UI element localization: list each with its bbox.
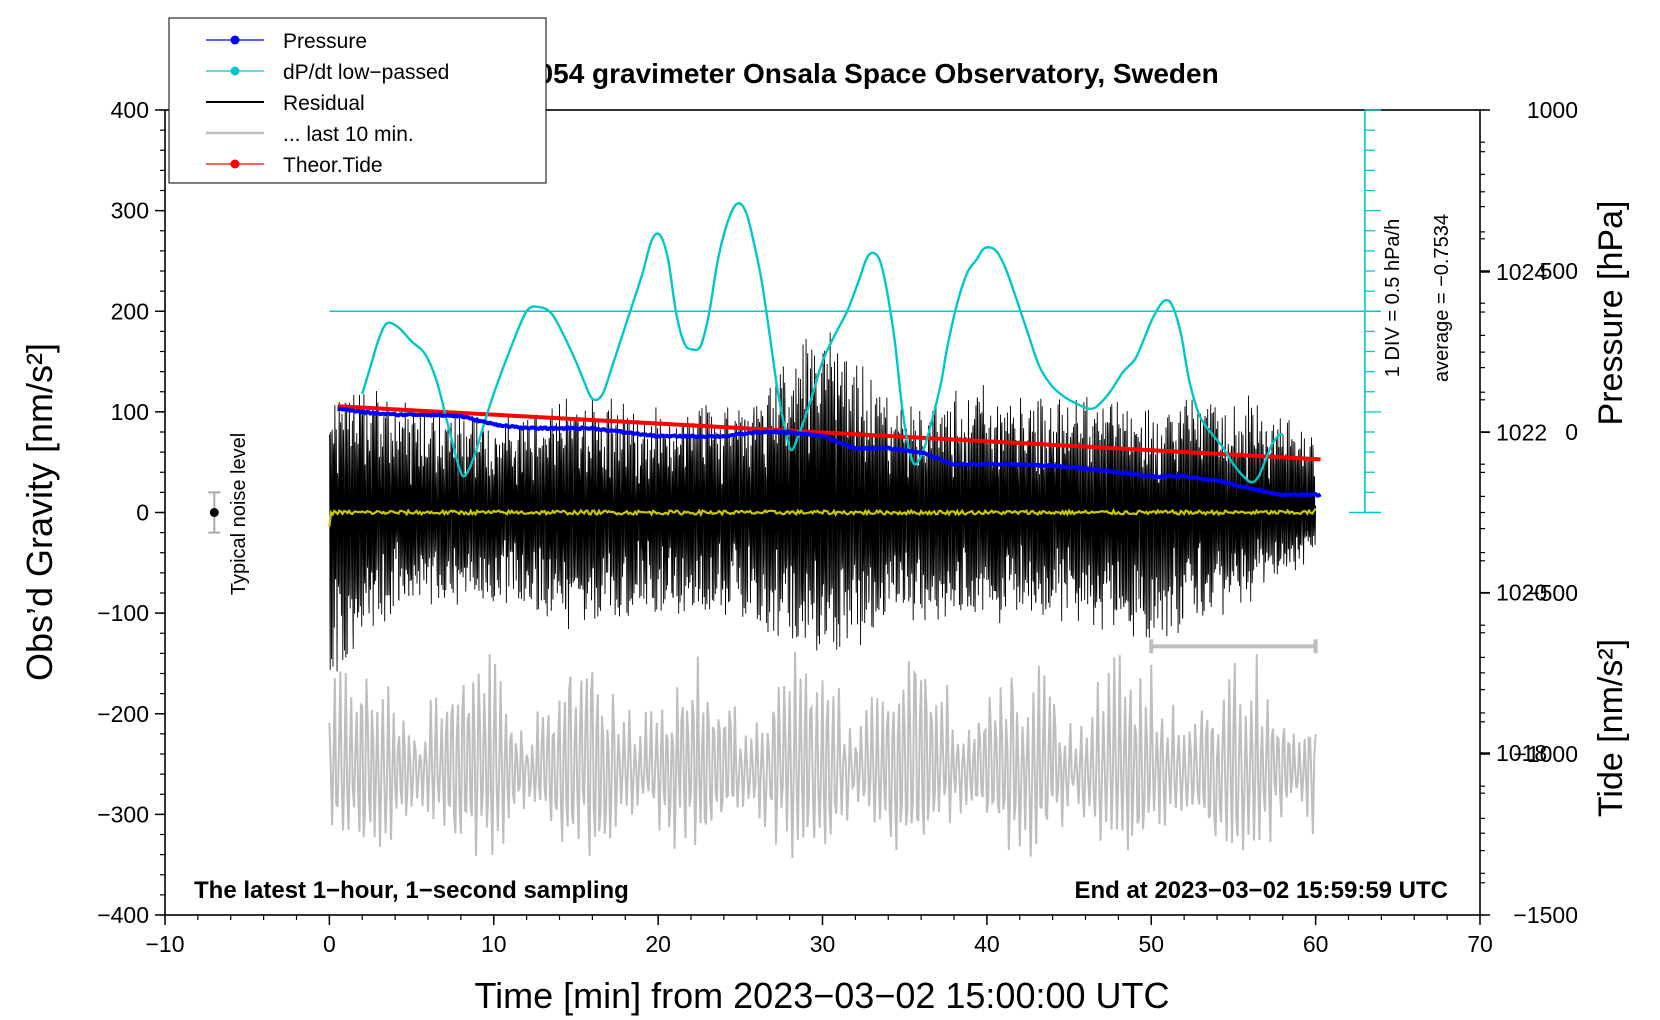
tide-tick-label: −1000 — [1513, 741, 1578, 767]
pressure-line — [337, 406, 1322, 499]
y-tick-label: 0 — [136, 500, 149, 526]
y-tick-label: −400 — [97, 902, 149, 928]
pressure-tick-label: 1024 — [1496, 259, 1547, 285]
dpdt-scale-axis — [329, 109, 1381, 514]
y-tick-label: 300 — [111, 198, 149, 224]
last-10-min-series — [328, 651, 1317, 858]
x-tick-label: 0 — [323, 931, 336, 957]
pressure-tick-label: 1018 — [1496, 740, 1547, 766]
noise-label: Typical noise level — [228, 433, 250, 595]
legend-dot — [230, 159, 240, 169]
legend-box — [168, 17, 547, 184]
tide-line — [337, 404, 1321, 462]
legend-label-last10: ... last 10 min. — [283, 123, 414, 146]
legend-marks — [206, 35, 264, 169]
x-tick-label: 40 — [974, 931, 1000, 957]
y-tick-label: 200 — [111, 298, 149, 324]
tide-tick-label: 1000 — [1527, 97, 1578, 123]
pressure-tick-label: 1022 — [1496, 419, 1547, 445]
legend: Pressure dP/dt low−passed Residual ... l… — [168, 17, 547, 184]
y-tick-label: −300 — [97, 801, 149, 827]
tide-axis-label: Tide [nm/s²] — [1592, 639, 1630, 817]
x-tick-label: 50 — [1138, 931, 1164, 957]
axes: −10 0 10 20 30 40 50 60 70−400−300−200−100010020… — [97, 97, 1578, 957]
tide-tick-label: −1500 — [1513, 902, 1578, 928]
smoothed-line — [328, 507, 1317, 527]
legend-label-tide: Theor.Tide — [283, 154, 383, 177]
legend-label-dpdt: dP/dt low−passed — [283, 61, 449, 84]
y-tick-label: 400 — [111, 97, 149, 123]
pressure-series — [337, 406, 1322, 499]
residual-series — [328, 332, 1317, 672]
tide-tick-label: 500 — [1540, 258, 1578, 284]
residual-line — [328, 332, 1317, 672]
noise-indicator — [208, 491, 221, 534]
dpdt-average-label: average = −0.7534 — [1431, 214, 1453, 382]
legend-label-residual: Residual — [283, 92, 365, 115]
last-10-min-line — [328, 651, 1317, 858]
x-tick-label: −10 — [145, 931, 184, 957]
footer-right-note: End at 2023−03−02 15:59:59 UTC — [1074, 877, 1448, 904]
y-tick-label: −100 — [97, 600, 149, 626]
tide-tick-label: 0 — [1565, 419, 1578, 445]
last-10-min-marker — [1149, 639, 1318, 654]
pressure-tick-label: 1020 — [1496, 580, 1547, 606]
theoretical-tide-series — [337, 404, 1321, 462]
dpdt-div-label: 1 DIV = 0.5 hPa/h — [1382, 219, 1404, 377]
legend-dot — [230, 35, 240, 45]
tide-tick-label: −500 — [1526, 580, 1578, 606]
legend-dot — [230, 66, 240, 76]
legend-label-pressure: Pressure — [283, 30, 367, 53]
noise-dot — [209, 508, 219, 517]
x-tick-label: 60 — [1303, 931, 1329, 957]
pressure-axis-label: Pressure [hPa] — [1592, 201, 1630, 426]
chart-title: SCG_054 gravimeter Onsala Space Observat… — [461, 58, 1218, 89]
x-axis-label: Time [min] from 2023−03−02 15:00:00 UTC — [474, 975, 1169, 1016]
x-tick-label: 70 — [1467, 931, 1493, 957]
residual-smoothed-series — [328, 507, 1317, 527]
y-tick-label: −200 — [97, 701, 149, 727]
y-axis-label: Obs’d Gravity [nm/s²] — [19, 343, 60, 681]
footer-left-note: The latest 1−hour, 1−second sampling — [194, 877, 629, 904]
y-tick-label: 100 — [111, 399, 149, 425]
x-tick-label: 20 — [645, 931, 671, 957]
x-tick-label: 10 — [481, 931, 507, 957]
x-tick-label: 30 — [810, 931, 836, 957]
